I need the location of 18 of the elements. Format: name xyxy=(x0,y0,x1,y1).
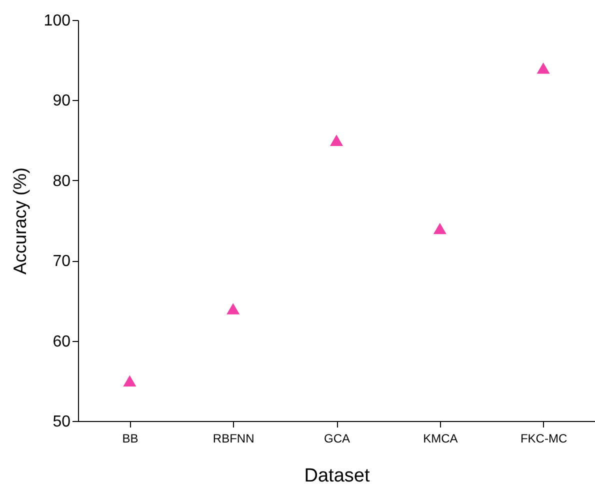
point xyxy=(123,375,136,387)
y-axis-title: Accuracy (%) xyxy=(10,167,30,275)
point xyxy=(226,303,240,314)
point xyxy=(536,62,550,74)
x-tick-label: RBFNN xyxy=(212,432,254,446)
x-tick-label: BB xyxy=(122,432,138,446)
x-axis-title: Dataset xyxy=(304,466,370,486)
y-tick-label: 100 xyxy=(44,12,71,30)
y-tick-label: 90 xyxy=(52,92,71,110)
point xyxy=(433,222,446,234)
x-tick-label: GCA xyxy=(324,432,350,446)
point xyxy=(330,134,344,146)
y-tick-label: 60 xyxy=(52,333,71,350)
y-tick-label: 70 xyxy=(52,253,71,270)
x-tick-label: KMCA xyxy=(423,432,458,446)
y-tick-label: 50 xyxy=(52,414,71,430)
y-tick-label: 80 xyxy=(52,172,71,190)
x-tick-label: FKC-MC xyxy=(520,432,568,446)
